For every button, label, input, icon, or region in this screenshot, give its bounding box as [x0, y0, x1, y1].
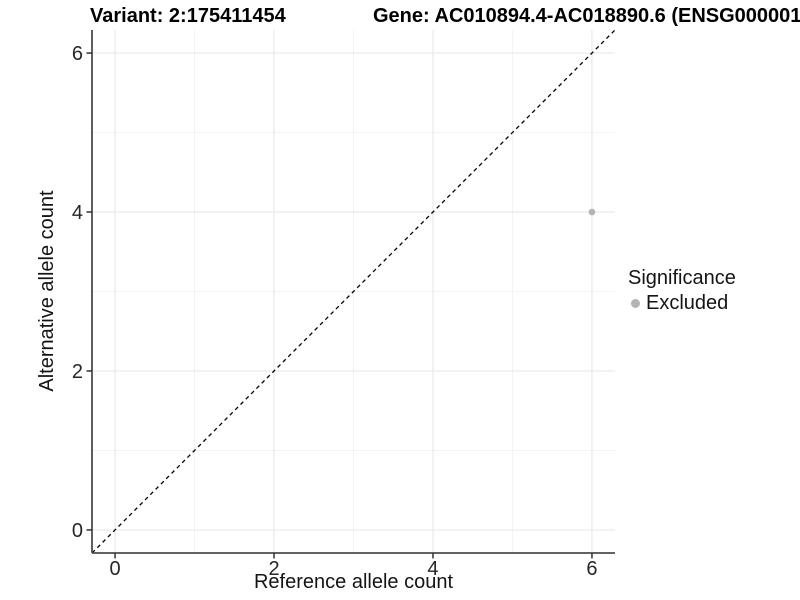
- x-tick-label: 4: [427, 558, 438, 580]
- plot-title-variant: Variant: 2:175411454: [90, 5, 286, 27]
- x-tick-label: 2: [268, 558, 279, 580]
- y-tick-label: 4: [72, 202, 83, 224]
- x-axis-title: Reference allele count: [253, 571, 453, 593]
- data-point: [588, 208, 596, 216]
- y-axis-title: Alternative allele count: [36, 190, 58, 392]
- legend-item-label: Excluded: [646, 292, 729, 314]
- legend-item-excluded: Excluded: [628, 291, 736, 316]
- x-tick-label: 6: [586, 558, 597, 580]
- legend-key-dot-icon: [631, 299, 640, 308]
- y-tick-label: 2: [72, 361, 83, 383]
- plot-title-gene: Gene: AC010894.4-AC018890.6 (ENSG000001: [373, 5, 800, 27]
- legend: Significance Excluded: [628, 266, 736, 316]
- y-tick-label: 0: [72, 520, 83, 542]
- legend-title: Significance: [628, 267, 736, 289]
- x-tick-label: 0: [109, 558, 120, 580]
- y-tick-label: 6: [72, 43, 83, 65]
- identity-reference-line: [91, 29, 616, 554]
